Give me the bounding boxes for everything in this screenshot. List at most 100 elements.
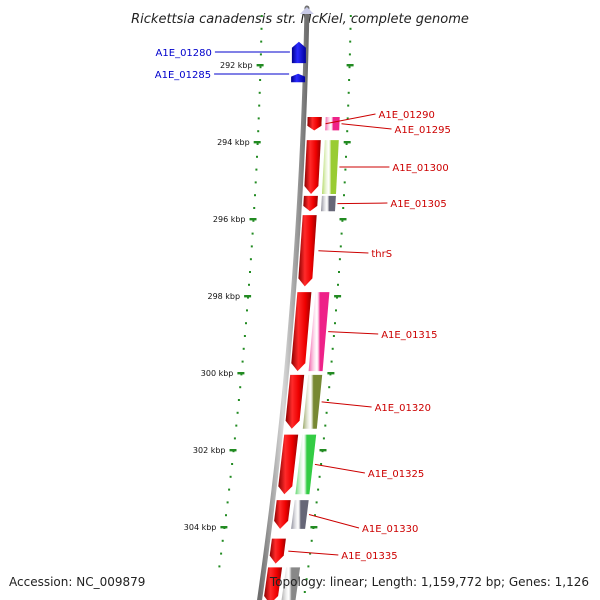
ruler-dot: [256, 143, 259, 145]
gene-label[interactable]: A1E_01290: [379, 110, 435, 121]
ruler-dot: [326, 399, 329, 401]
ruler-dot: [347, 91, 350, 94]
ruler-dot: [322, 437, 325, 440]
gene-label-connector: [318, 250, 369, 254]
tick-mark-right: [327, 372, 335, 375]
gene-label[interactable]: A1E_01295: [395, 125, 451, 136]
gene-label[interactable]: A1E_01335: [341, 551, 397, 562]
ruler-dot: [338, 271, 340, 273]
ruler-dot: [349, 27, 352, 30]
ruler-dot: [256, 155, 258, 158]
gene-annotation-bar: [281, 567, 301, 600]
tick-mark-right: [319, 449, 327, 452]
forward-gene-arrow[interactable]: [285, 374, 305, 429]
ruler-dot: [260, 27, 263, 30]
ruler-dot: [249, 271, 251, 273]
ruler-dot: [336, 296, 338, 299]
ruler-dot: [341, 219, 344, 222]
ruler-dot: [320, 463, 323, 465]
gene-label[interactable]: A1E_01285: [155, 70, 211, 81]
ruler-dot: [233, 437, 236, 440]
forward-gene-arrow[interactable]: [298, 215, 317, 287]
tick-mark-right: [346, 64, 354, 67]
gene-label[interactable]: thrS: [371, 249, 392, 260]
ruler-dot: [257, 130, 260, 133]
forward-gene-arrow[interactable]: [269, 538, 286, 564]
genome-axis-start-marker: [299, 7, 314, 14]
ruler-dot: [307, 565, 310, 568]
gene-label-connector: [321, 401, 372, 408]
forward-gene-arrow[interactable]: [278, 434, 299, 495]
forward-gene-arrow[interactable]: [307, 117, 322, 131]
ruler-dot: [344, 168, 347, 171]
ruler-dot: [325, 411, 328, 414]
gene-label[interactable]: A1E_01280: [156, 48, 212, 59]
ruler-dot: [221, 539, 224, 542]
gene-label[interactable]: A1E_01300: [392, 163, 448, 174]
forward-gene-arrow[interactable]: [304, 140, 321, 194]
tick-mark: [237, 372, 245, 375]
gene-annotation-bar: [291, 500, 309, 529]
ruler-dot: [328, 386, 331, 389]
gene-label-connector: [337, 202, 388, 205]
gene-label[interactable]: A1E_01330: [362, 524, 418, 535]
ruler-dot: [259, 53, 262, 56]
tick-label: 292 kbp: [220, 61, 253, 70]
ruler-dot: [255, 168, 258, 171]
gene-label[interactable]: A1E_01320: [375, 403, 431, 414]
forward-gene-arrow[interactable]: [264, 567, 283, 600]
tick-mark: [249, 218, 257, 221]
ruler-dot: [259, 79, 262, 81]
tick-mark-right: [339, 218, 347, 221]
ruler-dot: [331, 347, 334, 350]
ruler-dot: [248, 283, 250, 286]
ruler-dot: [251, 232, 254, 235]
ruler-dot: [305, 578, 308, 581]
reverse-gene-arrow[interactable]: [291, 73, 306, 83]
gene-label[interactable]: A1E_01305: [390, 199, 446, 210]
ruler-dot: [254, 194, 256, 197]
ruler-dot: [345, 143, 348, 145]
ruler-dot: [250, 245, 253, 248]
ruler-dot: [239, 386, 242, 389]
gene-annotation-bar: [321, 195, 336, 212]
ruler-dot: [343, 194, 345, 197]
ruler-dot: [252, 219, 255, 222]
ruler-dot: [220, 552, 223, 555]
tick-label: 302 kbp: [193, 446, 226, 455]
ruler-dot: [218, 565, 221, 568]
gene-features: [264, 41, 340, 600]
reverse-gene-arrow[interactable]: [291, 41, 306, 64]
tick-label: 300 kbp: [201, 369, 234, 378]
ruler-dot: [346, 117, 349, 120]
tick-mark-right: [310, 526, 318, 529]
ruler-dot: [247, 296, 249, 299]
gene-annotation-bar: [302, 374, 323, 429]
ruler-dot: [349, 15, 352, 17]
ruler-dot: [260, 15, 263, 17]
ruler-dot: [260, 40, 263, 43]
ruler-dot: [236, 411, 239, 414]
ruler-dot: [246, 309, 248, 312]
ruler-dot: [226, 501, 229, 504]
forward-gene-arrow[interactable]: [303, 195, 318, 212]
ruler-dot: [339, 245, 342, 248]
ruler-dot: [346, 130, 349, 133]
ruler-dot: [317, 488, 320, 491]
ruler-dot: [334, 322, 336, 325]
forward-gene-arrow[interactable]: [291, 292, 312, 372]
forward-gene-arrow[interactable]: [274, 500, 291, 529]
ruler-dot: [314, 514, 316, 517]
gene-label[interactable]: A1E_01325: [368, 469, 424, 480]
ruler-dot: [349, 40, 352, 43]
ruler-dot: [338, 258, 341, 261]
ruler-dot: [332, 335, 335, 337]
ruler-dot: [324, 424, 327, 427]
ruler-dot: [243, 335, 246, 337]
ruler-dot: [237, 399, 240, 401]
gene-label[interactable]: A1E_01315: [381, 330, 437, 341]
ruler-dot: [254, 181, 257, 184]
genome-summary-text: Topology: linear; Length: 1,159,772 bp; …: [269, 575, 589, 589]
ruler-dot: [245, 322, 247, 325]
